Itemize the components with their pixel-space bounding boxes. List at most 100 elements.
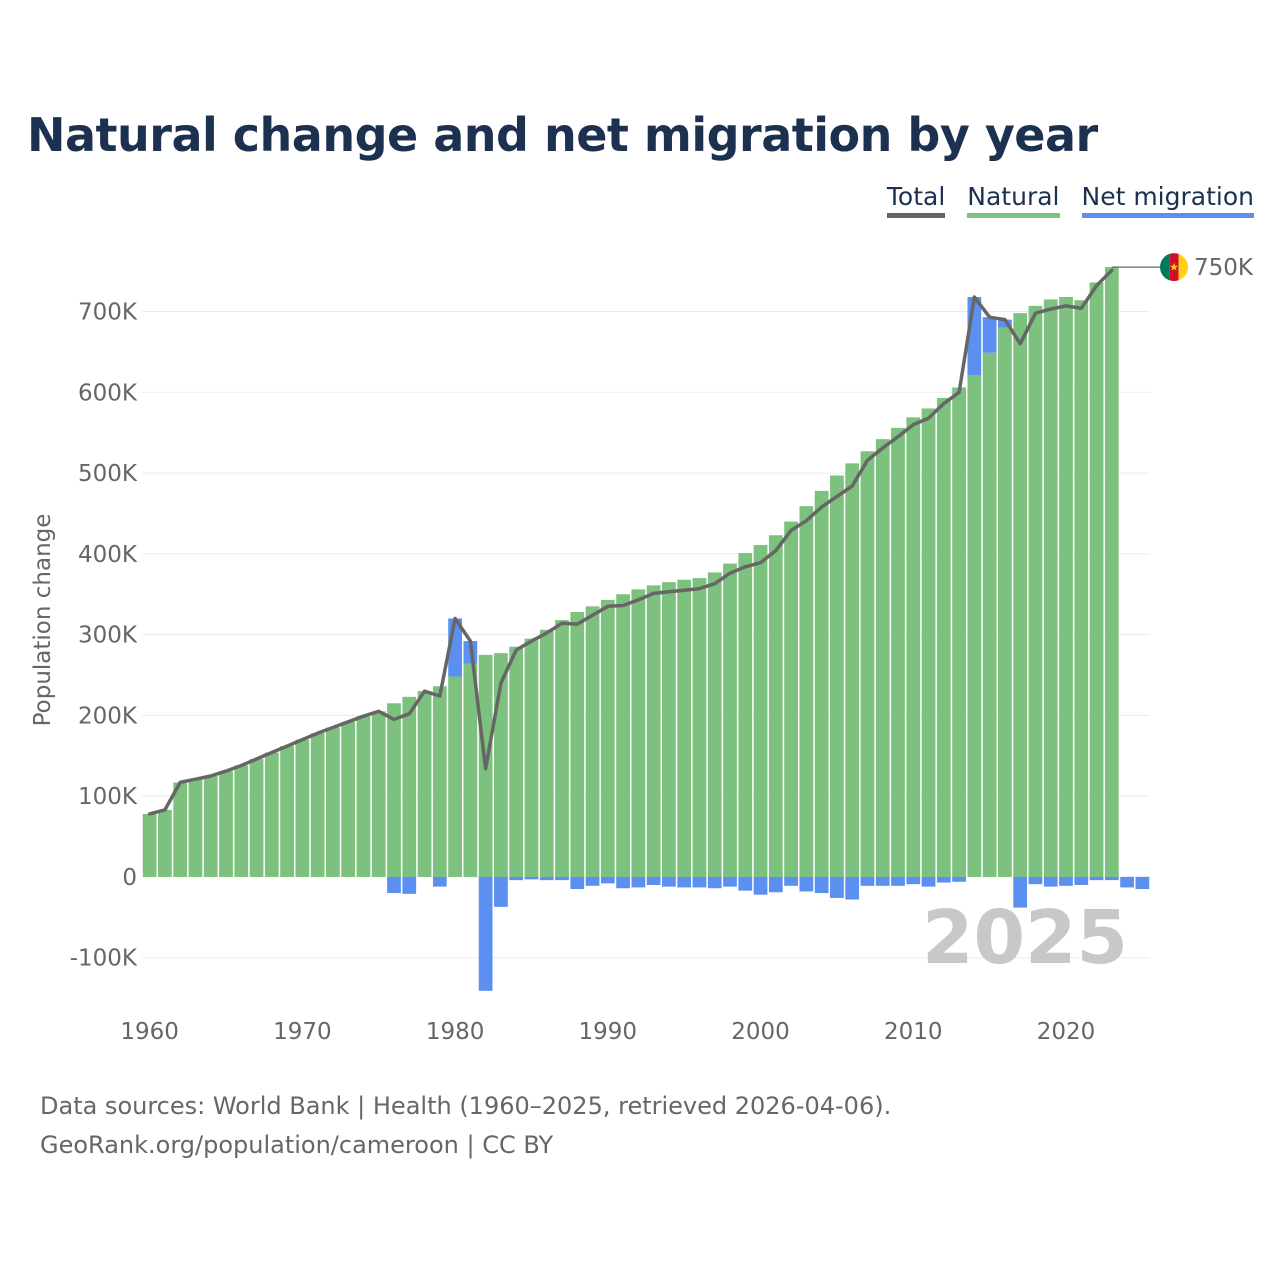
- natural-bar: [417, 691, 432, 877]
- natural-bar: [799, 506, 814, 877]
- migration-bar: [952, 876, 966, 882]
- migration-bar: [677, 876, 692, 888]
- migration-bar: [646, 876, 661, 885]
- natural-bar: [326, 727, 340, 877]
- migration-bar: [723, 876, 737, 887]
- natural-bar: [1043, 299, 1058, 877]
- migration-bar: [555, 876, 569, 881]
- migration-bar: [570, 876, 585, 890]
- natural-bar: [356, 716, 371, 877]
- natural-bar: [188, 779, 203, 877]
- migration-bar: [539, 876, 554, 881]
- natural-bar: [738, 553, 753, 877]
- migration-bar: [600, 876, 615, 884]
- gridlines: [142, 311, 1150, 959]
- natural-bar: [1013, 313, 1028, 877]
- x-tick-label: 1990: [579, 1019, 638, 1045]
- y-tick-label: 300K: [78, 623, 138, 649]
- migration-bar: [1028, 876, 1043, 885]
- y-tick-label: 600K: [78, 380, 138, 406]
- migration-bar: [753, 876, 768, 895]
- migration-bar: [616, 876, 630, 889]
- migration-bar: [1089, 876, 1104, 881]
- y-tick-label: 400K: [78, 542, 138, 568]
- migration-bar: [631, 876, 646, 888]
- natural-bar: [234, 765, 249, 877]
- year-watermark: 2025: [922, 895, 1128, 981]
- migration-bar: [509, 876, 524, 881]
- natural-bar: [707, 572, 722, 877]
- natural-bar: [906, 417, 921, 877]
- natural-bar: [936, 397, 951, 877]
- migration-bar: [875, 876, 890, 886]
- natural-bar: [341, 721, 356, 877]
- y-axis-ticks: -100K 0 100K 200K 300K 400K 500K 600K 700K: [70, 300, 138, 972]
- migration-bar: [585, 876, 600, 886]
- migration-bar: [1013, 876, 1028, 908]
- x-tick-label: 2000: [731, 1019, 790, 1045]
- y-tick-label: -100K: [70, 946, 138, 972]
- y-tick-label: 500K: [78, 461, 138, 487]
- migration-bar: [478, 876, 493, 991]
- natural-bar: [264, 752, 279, 877]
- bars: [142, 267, 1150, 991]
- y-tick-label: 0: [122, 865, 137, 891]
- flag-star: [1170, 262, 1178, 271]
- natural-bar: [631, 589, 646, 877]
- legend: Total Natural Net migration: [886, 183, 1254, 218]
- natural-bar: [310, 733, 325, 877]
- migration-bar: [799, 876, 814, 892]
- migration-bar: [921, 876, 936, 887]
- natural-bar: [249, 759, 264, 877]
- natural-bar: [998, 327, 1012, 877]
- x-axis-ticks: 1960 1970 1980 1990 2000 2010 2020: [120, 1019, 1095, 1045]
- migration-bar: [891, 876, 905, 886]
- legend-item-natural[interactable]: Natural: [967, 183, 1060, 218]
- natural-bar: [891, 427, 905, 877]
- migration-bar: [1120, 876, 1134, 888]
- migration-bar: [692, 876, 707, 888]
- migration-bar: [738, 876, 753, 891]
- natural-bar: [555, 620, 569, 877]
- natural-bar: [158, 809, 172, 877]
- natural-bar: [1089, 282, 1104, 877]
- source-note: Data sources: World Bank | Health (1960–…: [40, 1087, 891, 1165]
- x-tick-label: 2010: [884, 1019, 943, 1045]
- natural-bar: [646, 585, 661, 877]
- chart-title: Natural change and net migration by year: [27, 108, 1098, 162]
- natural-bar: [921, 408, 936, 877]
- migration-bar: [1135, 876, 1150, 890]
- y-axis-label: Population change: [30, 514, 56, 727]
- natural-bar: [967, 375, 982, 877]
- migration-bar: [982, 317, 997, 353]
- total-line: [147, 268, 1114, 816]
- flag-stripe: [1178, 253, 1188, 282]
- natural-bar: [784, 521, 798, 877]
- y-tick-label: 200K: [78, 703, 138, 729]
- natural-bar: [860, 451, 875, 877]
- natural-bar: [830, 475, 844, 877]
- natural-bar: [1074, 300, 1089, 877]
- legend-item-total[interactable]: Total: [886, 183, 946, 218]
- natural-bar: [280, 746, 294, 877]
- natural-bar: [448, 676, 462, 877]
- natural-bar: [463, 663, 478, 877]
- natural-bar: [875, 439, 890, 877]
- migration-bar: [784, 876, 798, 886]
- legend-item-net-migration[interactable]: Net migration: [1081, 183, 1254, 218]
- migration-bar: [1104, 876, 1119, 881]
- natural-bar: [845, 463, 860, 877]
- natural-bar: [982, 352, 997, 877]
- migration-bar: [814, 876, 829, 894]
- natural-bar: [402, 696, 417, 877]
- migration-bar: [387, 876, 401, 894]
- natural-bar: [203, 775, 218, 877]
- natural-bar: [539, 629, 554, 877]
- migration-bar: [402, 876, 417, 894]
- natural-bar: [753, 544, 768, 877]
- natural-bar: [524, 638, 539, 877]
- migration-bar: [768, 876, 783, 893]
- natural-bar: [723, 563, 737, 877]
- natural-bar: [432, 686, 447, 877]
- natural-bar: [952, 387, 966, 877]
